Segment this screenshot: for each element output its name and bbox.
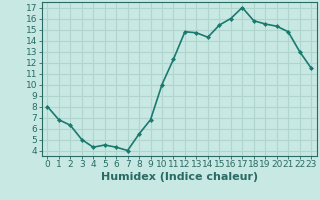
X-axis label: Humidex (Indice chaleur): Humidex (Indice chaleur): [100, 172, 258, 182]
